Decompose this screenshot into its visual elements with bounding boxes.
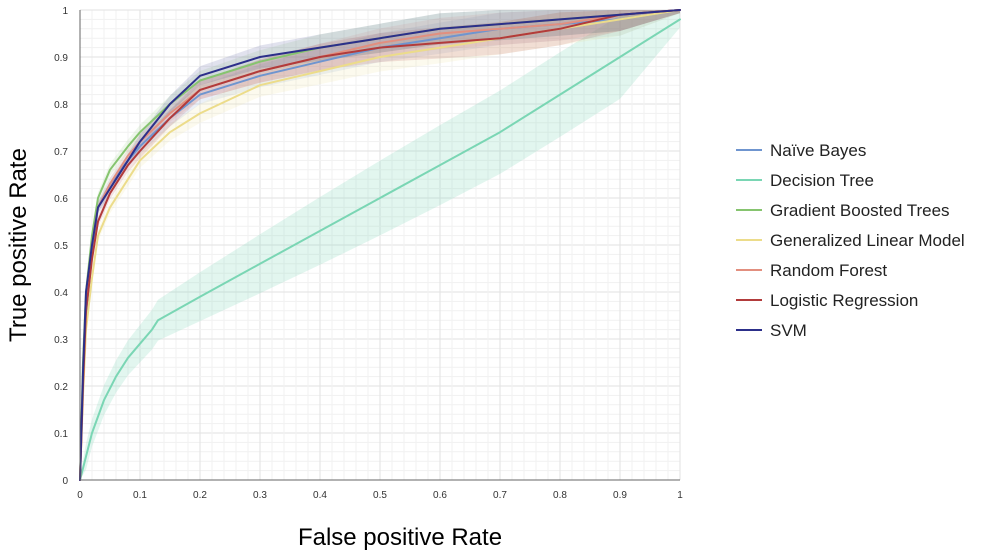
y-axis-title: True positive Rate [5,148,32,342]
y-tick-label: 1 [62,6,68,17]
x-tick-label: 0.7 [493,490,507,501]
x-tick-label: 0.9 [613,490,627,501]
series-line [79,9,681,481]
y-tick-label: 0.7 [54,147,68,158]
legend-label: Naïve Bayes [770,141,866,160]
x-tick-label: 0.5 [373,490,387,501]
legend-label: Decision Tree [770,171,874,190]
x-tick-label: 0.6 [433,490,447,501]
y-tick-label: 0.2 [54,382,68,393]
roc-curves [79,9,681,481]
x-tick-labels: 0 0.1 0.2 0.3 0.4 0.5 0.6 0.7 0.8 0.9 1 [77,490,683,501]
y-tick-label: 0.3 [54,335,68,346]
confidence-bands [80,10,680,481]
grid-lines [79,9,681,481]
x-tick-label: 0.4 [313,490,327,501]
x-tick-label: 0.2 [193,490,207,501]
legend-label: Gradient Boosted Trees [770,201,950,220]
series-line [79,18,681,481]
confidence-band [80,11,680,481]
legend: Naïve Bayes Decision Tree Gradient Boosted… [736,141,965,340]
y-tick-labels: 0 0.1 0.2 0.3 0.4 0.5 0.6 0.7 0.8 0.9 1 [54,6,68,487]
legend-label: Logistic Regression [770,291,918,310]
y-tick-label: 0.6 [54,194,68,205]
y-tick-label: 0 [62,476,68,487]
x-tick-label: 0.8 [553,490,567,501]
legend-label: Generalized Linear Model [770,231,965,250]
legend-label: Random Forest [770,261,887,280]
y-tick-label: 0.1 [54,429,68,440]
x-axis-title: False positive Rate [298,524,502,551]
y-tick-label: 0.5 [54,241,68,252]
x-tick-label: 0 [77,490,83,501]
y-tick-label: 0.8 [54,100,68,111]
x-tick-label: 1 [677,490,683,501]
y-tick-label: 0.9 [54,53,68,64]
x-tick-label: 0.1 [133,490,147,501]
axes [79,10,680,481]
y-tick-label: 0.4 [54,288,68,299]
x-tick-label: 0.3 [253,490,267,501]
series-line [79,9,681,481]
legend-label: SVM [770,321,807,340]
